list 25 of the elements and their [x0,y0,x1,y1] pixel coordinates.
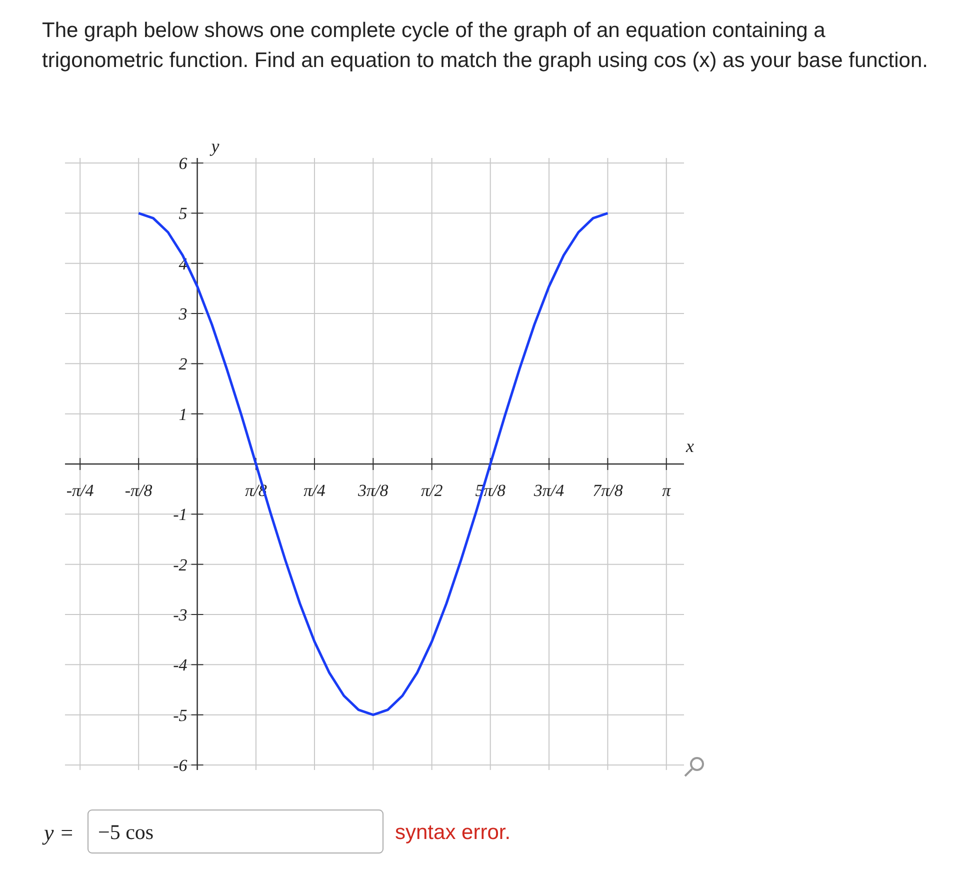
y-tick-label: -5 [173,706,188,725]
text: y = [42,820,74,845]
x-tick-label: -π/8 [124,481,153,500]
y-tick-label: -6 [173,756,188,775]
y-tick-label: -4 [173,656,188,675]
x-tick-label: 3π/4 [532,481,565,500]
y-tick-label: 1 [178,404,188,424]
x-tick-label: π/2 [420,481,444,500]
x-axis-title: x [685,436,694,456]
y-tick-label: -3 [173,605,188,624]
x-tick-label: π/4 [304,481,326,500]
x-tick-label: 7π/8 [592,481,624,500]
y-tick-label: -1 [173,505,188,524]
text: syntax error. [395,821,511,844]
y-tick-label: 5 [178,204,188,224]
x-tick-label: -π/4 [66,481,94,500]
y-axis-title: y [209,136,220,156]
x-tick-label: π [662,481,672,500]
x-tick-label: 3π/8 [357,481,389,500]
text: −5 cos [98,820,154,844]
y-tick-label: 6 [178,154,188,174]
y-tick-label: 2 [178,354,188,374]
y-tick-label: -2 [173,555,188,574]
chart-title: The graph below shows one complete cycle of the graph of an equation containing a trigonometric function. Find an equation to match the graph using cos (x) as your base function. [42,18,929,74]
y-tick-label: 3 [178,304,188,324]
